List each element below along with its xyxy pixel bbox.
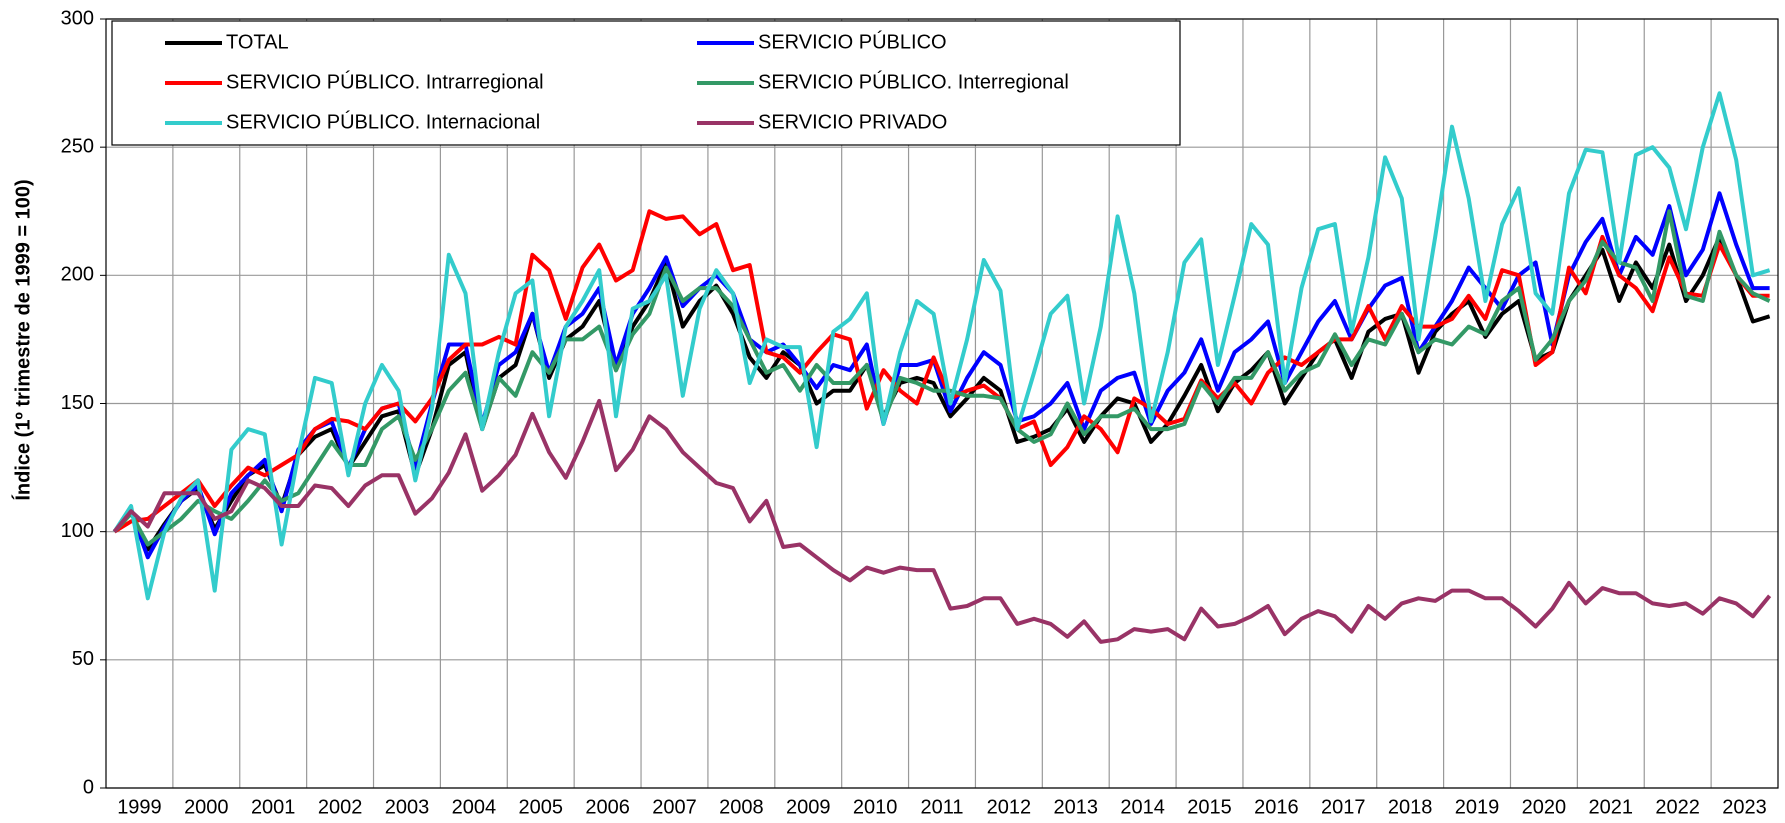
series-line xyxy=(112,209,1771,547)
y-tick-label: 200 xyxy=(61,264,94,286)
x-tick-label: 2010 xyxy=(853,796,898,818)
x-tick-label: 2011 xyxy=(920,796,963,818)
x-tick-label: 2013 xyxy=(1054,796,1099,818)
x-tick-label: 2016 xyxy=(1254,796,1299,818)
legend-label: SERVICIO PÚBLICO xyxy=(758,30,947,53)
legend-label: SERVICIO PÚBLICO. Internacional xyxy=(226,110,540,133)
x-tick-label: 2018 xyxy=(1388,796,1433,818)
y-tick-label: 0 xyxy=(83,776,94,798)
x-tick-label: 2021 xyxy=(1589,796,1634,818)
x-tick-label: 1999 xyxy=(117,796,162,818)
x-tick-label: 2007 xyxy=(652,796,697,818)
legend-label: SERVICIO PRIVADO xyxy=(758,111,947,133)
legend-label: SERVICIO PÚBLICO. Interregional xyxy=(758,70,1069,93)
legend-label: SERVICIO PÚBLICO. Intrarregional xyxy=(226,70,544,93)
x-tick-label: 2009 xyxy=(786,796,831,818)
x-tick-label: 2019 xyxy=(1455,796,1500,818)
y-tick-label: 250 xyxy=(61,135,94,157)
y-tick-label: 300 xyxy=(61,7,94,29)
x-tick-label: 2001 xyxy=(251,796,296,818)
legend-box xyxy=(111,20,1181,146)
x-tick-label: 2000 xyxy=(184,796,229,818)
x-tick-label: 2002 xyxy=(318,796,363,818)
x-tick-label: 2022 xyxy=(1655,796,1700,818)
y-tick-label: 150 xyxy=(61,392,94,414)
x-tick-label: 2008 xyxy=(719,796,764,818)
x-tick-label: 2023 xyxy=(1722,796,1767,818)
plot-frame xyxy=(105,18,1779,789)
x-tick-label: 2012 xyxy=(987,796,1032,818)
x-tick-label: 2004 xyxy=(452,796,497,818)
y-tick-label: 100 xyxy=(61,520,94,542)
x-tick-label: 2020 xyxy=(1522,796,1567,818)
x-tick-label: 2003 xyxy=(385,796,430,818)
series-line xyxy=(113,209,1770,534)
series-line xyxy=(112,398,1772,644)
legend-label: TOTAL xyxy=(226,31,289,53)
y-axis-label: Índice (1º trimestre de 1999 = 100) xyxy=(11,179,34,500)
series-line xyxy=(112,234,1771,552)
series-line xyxy=(112,91,1771,601)
y-tick-label: 50 xyxy=(72,648,94,670)
x-tick-label: 2006 xyxy=(585,796,630,818)
x-tick-label: 2005 xyxy=(518,796,563,818)
x-tick-label: 2015 xyxy=(1187,796,1232,818)
x-tick-label: 2014 xyxy=(1120,796,1165,818)
x-tick-label: 2017 xyxy=(1321,796,1366,818)
